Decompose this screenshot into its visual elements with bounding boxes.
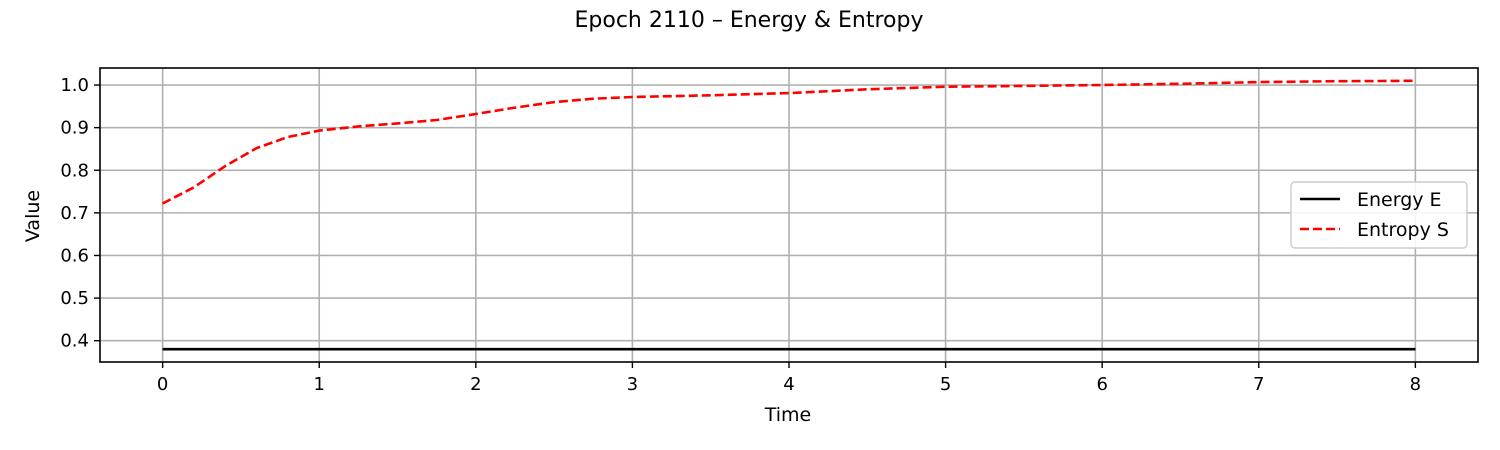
x-axis-label: Time [764,404,812,426]
x-tick-label: 6 [1096,374,1107,395]
series-lines [162,79,1416,351]
legend-entry-label: Entropy S [1357,219,1449,241]
x-tick-label: 3 [627,374,638,395]
x-tick-label: 1 [314,374,325,395]
y-tick-label: 0.8 [60,160,89,181]
legend-entry-label: Energy E [1357,189,1442,211]
y-tick-label: 0.7 [60,203,89,224]
y-tick-label: 0.6 [60,245,89,266]
y-tick-label: 0.9 [60,118,89,139]
x-axis: 0 1 2 3 4 5 6 7 8 [157,362,1421,395]
x-tick-label: 8 [1410,374,1421,395]
y-tick-label: 1.0 [60,75,89,96]
x-tick-label: 7 [1253,374,1264,395]
series-line-entropy-s [162,79,1416,205]
x-tick-label: 5 [940,374,951,395]
y-tick-label: 0.5 [60,288,89,309]
x-tick-label: 2 [470,374,481,395]
y-tick-label: 0.4 [60,331,89,352]
legend: Energy E Entropy S [1290,181,1468,249]
y-axis-label: Value [22,190,44,242]
x-tick-label: 0 [157,374,168,395]
grid [100,68,1478,362]
x-tick-label: 4 [783,374,794,395]
y-axis: 0.4 0.5 0.6 0.7 0.8 0.9 1.0 [60,75,100,352]
chart-title: Epoch 2110 – Energy & Entropy [575,8,924,33]
